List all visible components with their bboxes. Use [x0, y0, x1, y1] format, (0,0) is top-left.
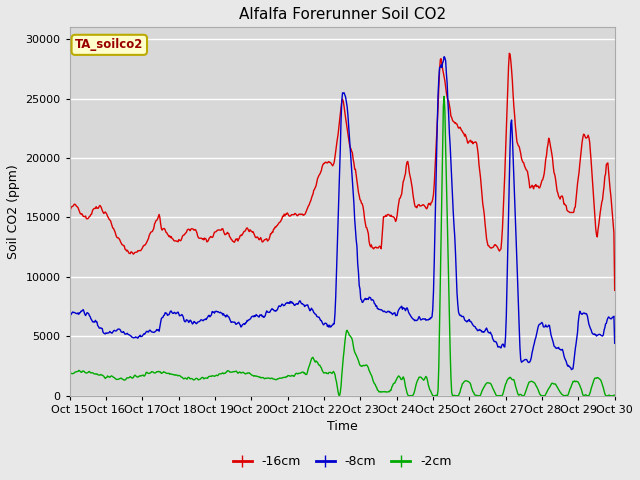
-2cm — [409, 392, 417, 398]
Y-axis label: Soil CO2 (ppm): Soil CO2 (ppm) — [7, 164, 20, 259]
Line: -16cm: -16cm — [70, 53, 614, 290]
-8cm — [611, 340, 618, 346]
-16cm — [66, 269, 74, 275]
-16cm — [216, 227, 223, 233]
Text: TA_soilco2: TA_soilco2 — [75, 38, 143, 51]
-8cm — [187, 318, 195, 324]
-16cm — [424, 202, 432, 207]
-16cm — [187, 226, 195, 232]
-2cm — [611, 392, 618, 398]
-8cm — [76, 310, 83, 316]
-8cm — [568, 367, 575, 372]
Legend: -16cm, -8cm, -2cm: -16cm, -8cm, -2cm — [228, 450, 456, 473]
-16cm — [408, 185, 416, 191]
-16cm — [132, 250, 140, 255]
-2cm — [425, 384, 433, 390]
-2cm — [335, 393, 343, 398]
-2cm — [440, 94, 448, 99]
Line: -2cm: -2cm — [70, 96, 614, 396]
-16cm — [76, 209, 83, 215]
-16cm — [611, 288, 618, 293]
-8cm — [132, 334, 140, 340]
-8cm — [408, 315, 416, 321]
-8cm — [424, 317, 432, 323]
-16cm — [506, 50, 513, 56]
-8cm — [66, 338, 74, 344]
-2cm — [132, 372, 140, 378]
X-axis label: Time: Time — [327, 420, 358, 433]
Line: -8cm: -8cm — [70, 57, 614, 370]
-2cm — [76, 368, 83, 373]
Title: Alfalfa Forerunner Soil CO2: Alfalfa Forerunner Soil CO2 — [239, 7, 445, 22]
-2cm — [66, 377, 74, 383]
-8cm — [440, 54, 448, 60]
-2cm — [216, 371, 223, 377]
-8cm — [216, 310, 223, 316]
-2cm — [187, 376, 195, 382]
